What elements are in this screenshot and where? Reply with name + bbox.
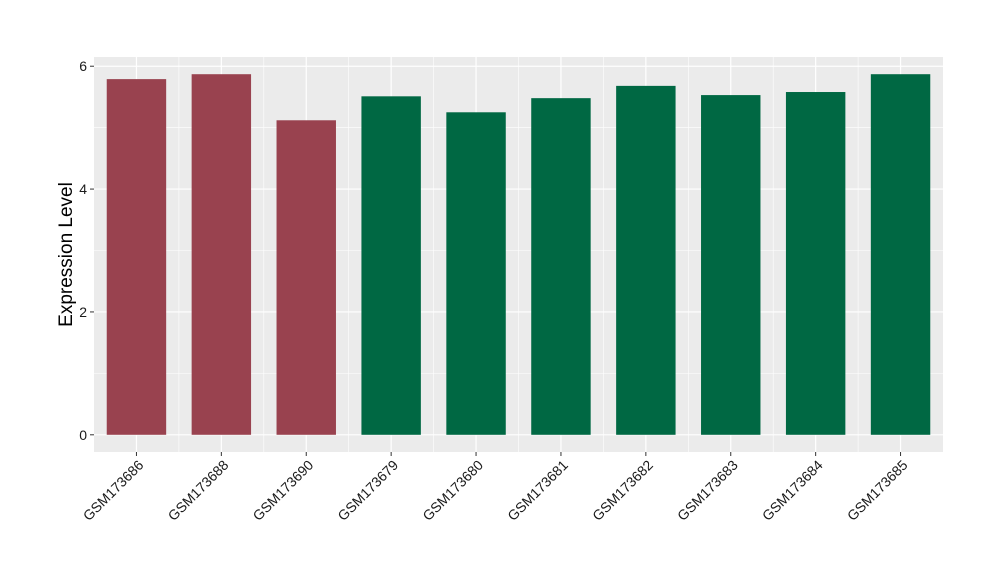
x-tick-label: GSM173683 bbox=[674, 457, 741, 524]
bar-GSM173686 bbox=[106, 79, 167, 435]
x-tick-label: GSM173681 bbox=[504, 457, 571, 524]
bar-GSM173679 bbox=[361, 96, 421, 435]
bar-GSM173684 bbox=[785, 92, 846, 435]
x-tick-label: GSM173690 bbox=[249, 457, 316, 524]
bar-GSM173688 bbox=[191, 74, 252, 435]
x-tick-label: GSM173682 bbox=[589, 457, 656, 524]
bars-group bbox=[106, 74, 931, 435]
x-tick-label: GSM173679 bbox=[334, 457, 401, 524]
y-tick-label: 4 bbox=[79, 181, 87, 197]
bar-GSM173683 bbox=[701, 95, 761, 435]
y-tick-label: 6 bbox=[79, 58, 87, 74]
bar-GSM173681 bbox=[531, 98, 591, 435]
x-tick-label: GSM173685 bbox=[844, 457, 911, 524]
x-tick-label: GSM173688 bbox=[165, 457, 232, 524]
y-axis-title: Expression Level bbox=[56, 182, 77, 327]
x-tick-label: GSM173684 bbox=[759, 457, 826, 524]
x-tick-label: GSM173680 bbox=[419, 457, 486, 524]
bar-GSM173690 bbox=[276, 120, 336, 435]
y-axis: 0 2 4 6 bbox=[79, 58, 94, 443]
y-tick-label: 2 bbox=[79, 304, 87, 320]
x-axis: GSM173686 GSM173688 GSM173690 GSM173679 GSM1… bbox=[80, 452, 911, 524]
bar-GSM173685 bbox=[870, 74, 931, 435]
y-tick-label: 0 bbox=[79, 427, 87, 443]
x-tick-label: GSM173686 bbox=[80, 457, 147, 524]
bar-GSM173680 bbox=[446, 112, 506, 435]
bar-GSM173682 bbox=[616, 85, 676, 435]
